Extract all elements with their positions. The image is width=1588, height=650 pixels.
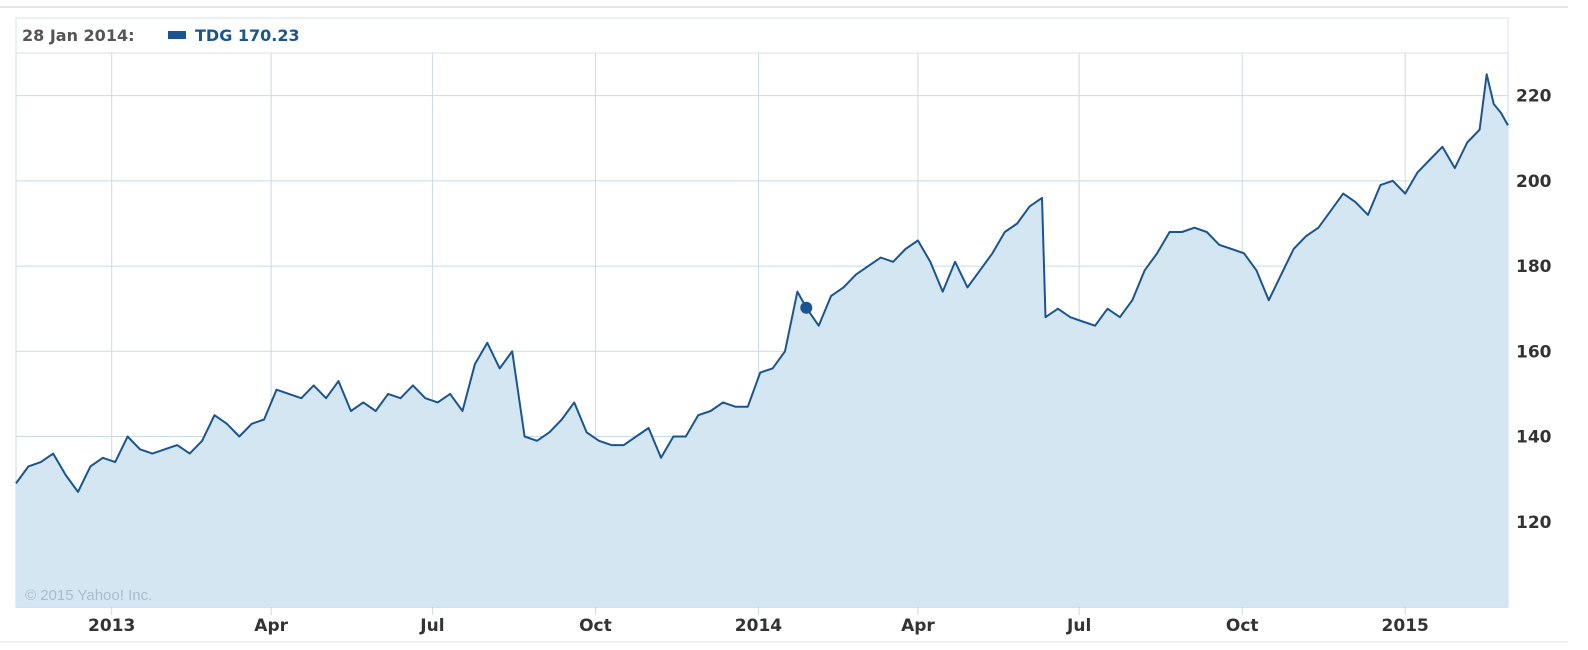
y-tick-label: 160	[1516, 342, 1552, 362]
x-tick-label: Oct	[1226, 616, 1259, 636]
readout-value: TDG 170.23	[195, 26, 300, 45]
x-tick-label: 2014	[735, 616, 782, 636]
y-tick-label: 120	[1516, 513, 1552, 533]
x-tick-label: Jul	[419, 616, 444, 636]
y-axis: 120 140 160 180 200 220	[1516, 87, 1552, 533]
x-tick-label: Apr	[254, 616, 288, 636]
highlight-marker[interactable]	[800, 301, 813, 314]
x-tick-label: Oct	[579, 616, 612, 636]
x-tick-label: 2015	[1382, 616, 1429, 636]
copyright-text: © 2015 Yahoo! Inc.	[25, 587, 152, 604]
series-area-tdg	[16, 74, 1508, 608]
x-tick-label: Apr	[901, 616, 935, 636]
x-tick-label: Jul	[1066, 616, 1091, 636]
x-tick-label: 2013	[88, 616, 135, 636]
x-axis: 2013 Apr Jul Oct 2014 Apr Jul Oct 2015	[88, 616, 1429, 636]
series-line-tdg[interactable]	[15, 73, 1509, 493]
y-tick-label: 180	[1516, 257, 1552, 277]
y-tick-label: 220	[1516, 87, 1552, 107]
y-tick-label: 200	[1516, 172, 1552, 192]
y-tick-label: 140	[1516, 428, 1552, 448]
readout-date: 28 Jan 2014:	[22, 26, 134, 45]
readout-box	[15, 17, 1509, 54]
series-swatch	[168, 31, 186, 39]
